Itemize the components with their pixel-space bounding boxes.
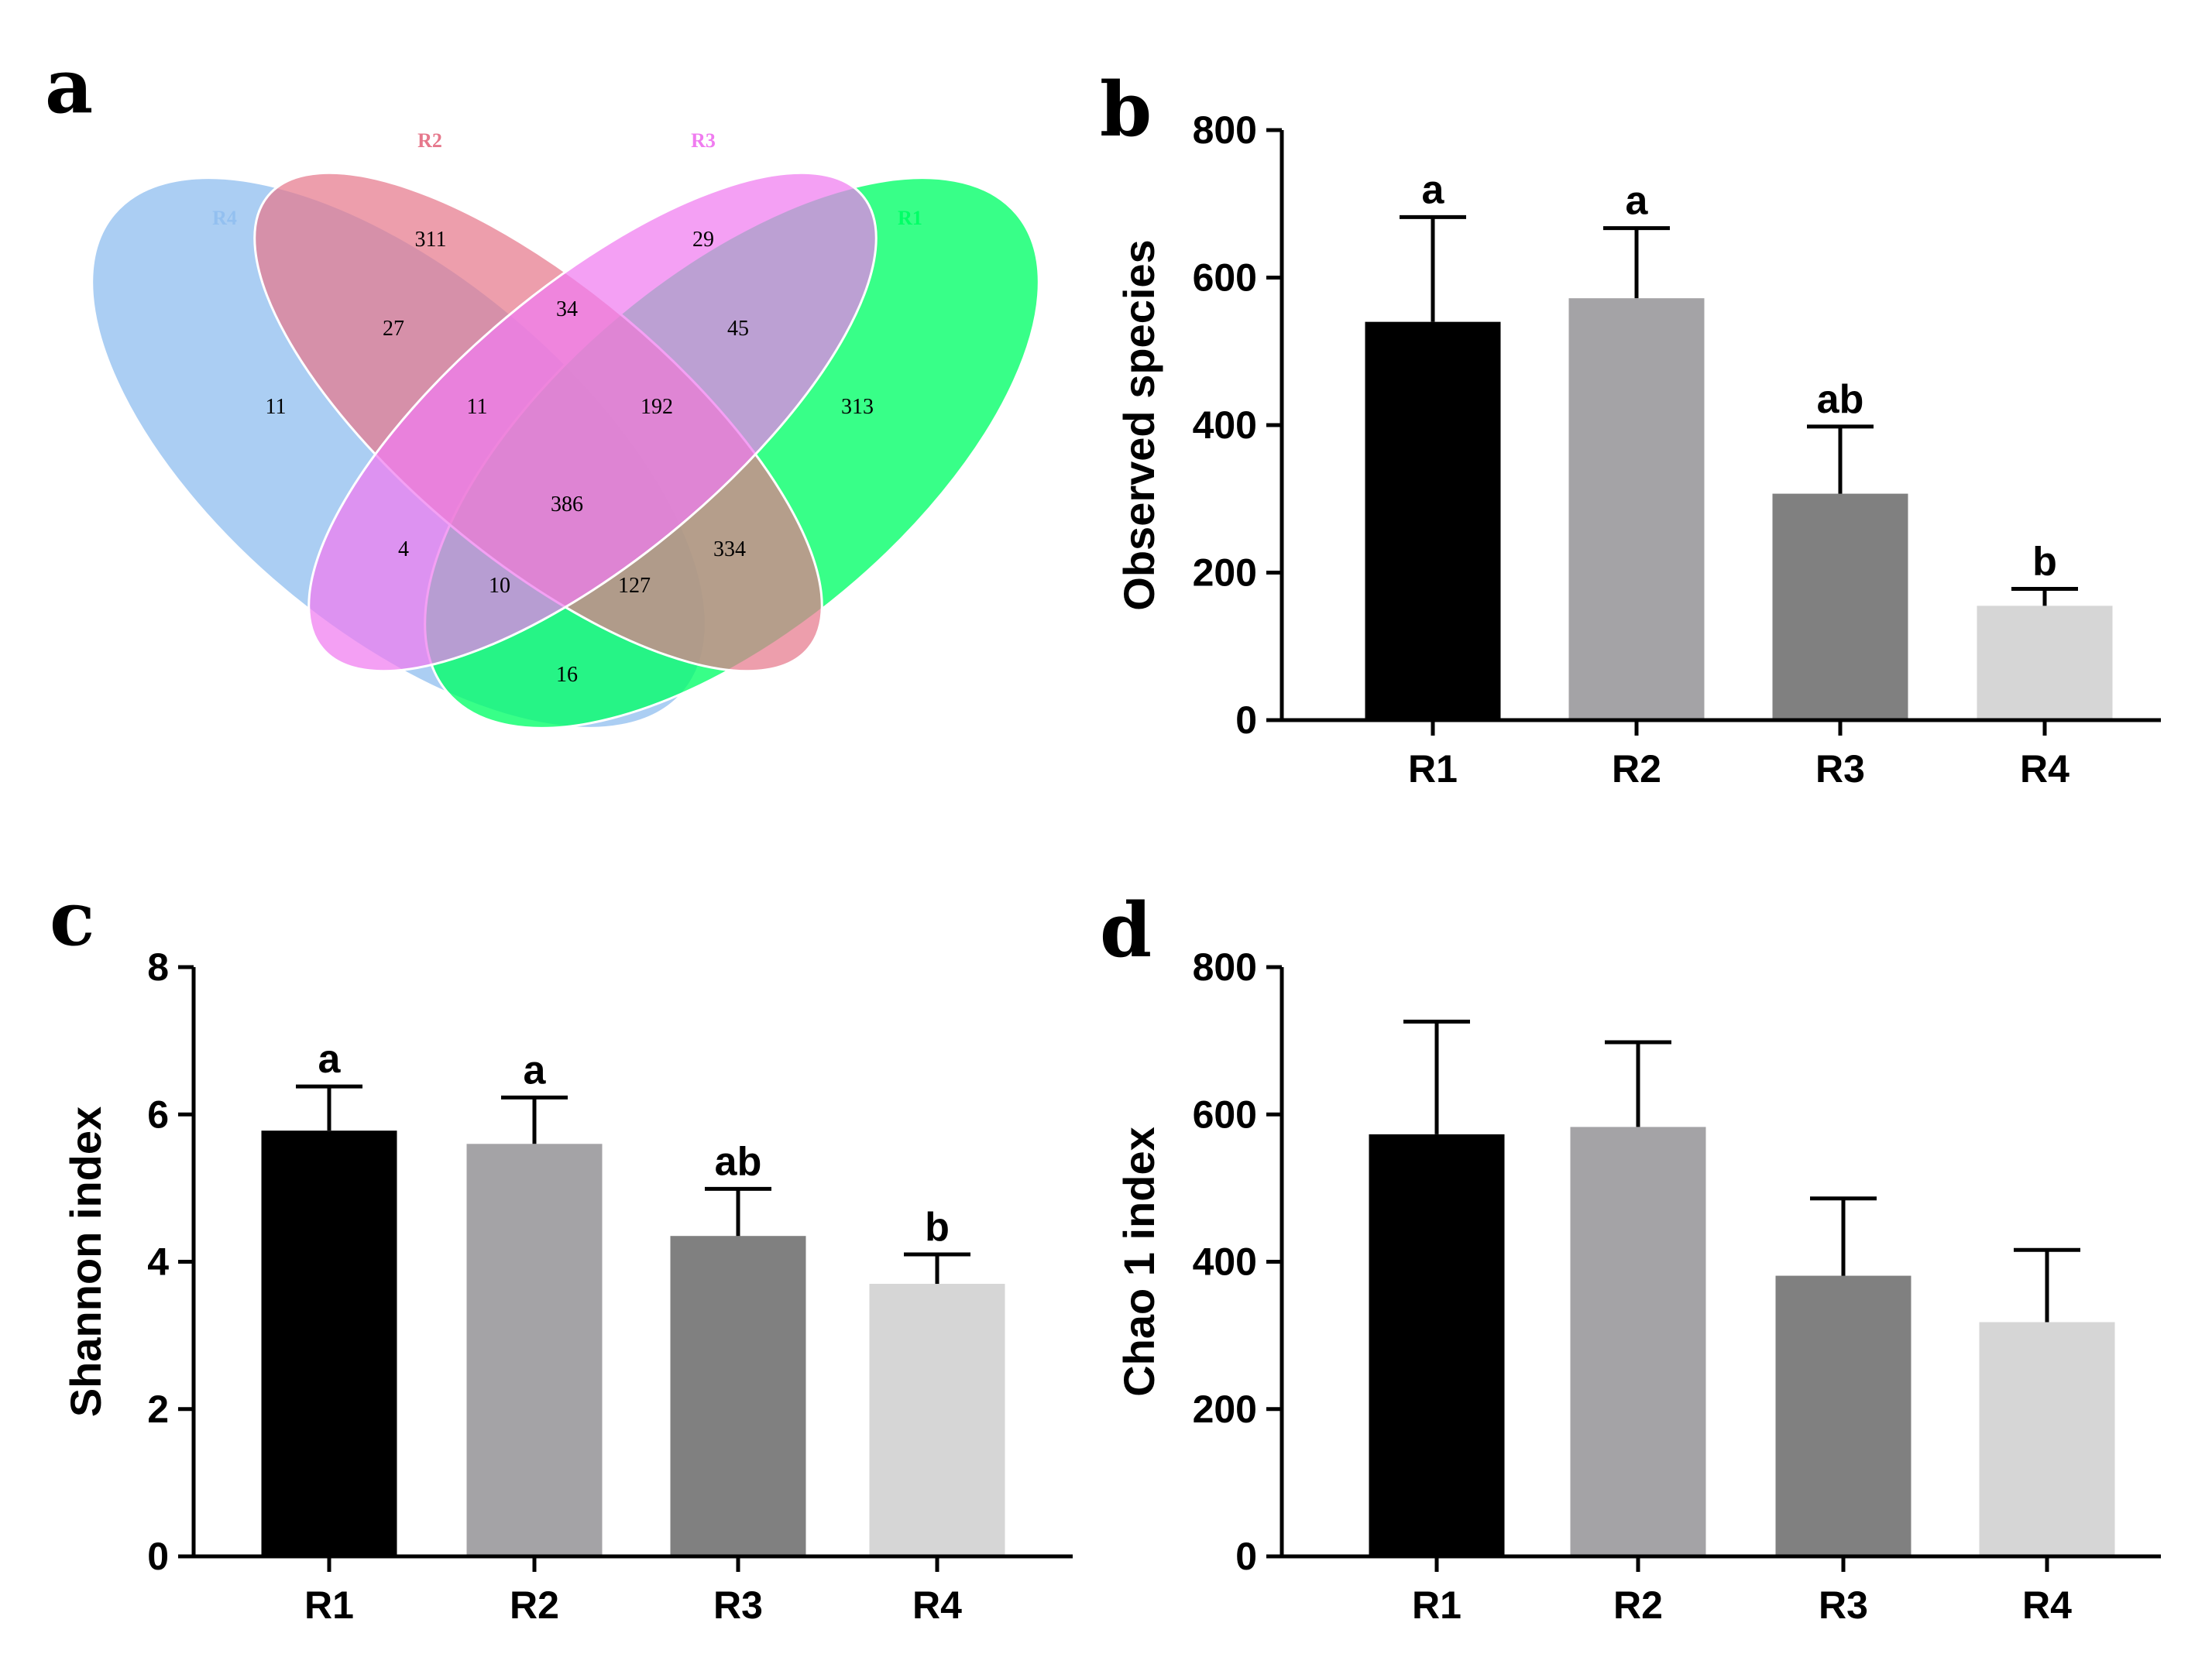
chart-observed-species: a R1 a R2 ab R3 b R4 0 200 400 600 800 Observed speci… — [1115, 108, 2161, 791]
y-axis-title: Shannon index — [61, 1106, 110, 1417]
y-tick-label: 600 — [1193, 256, 1257, 300]
venn-count-r4: 11 — [266, 395, 287, 419]
y-tick-label: 6 — [147, 1093, 169, 1136]
venn-ellipses — [91, 171, 1040, 729]
significance-label-r3: ab — [715, 1139, 762, 1184]
venn-count-r1-r2-r3: 192 — [641, 395, 673, 419]
venn-count-r1: 313 — [841, 395, 874, 419]
significance-label-r4: b — [2032, 539, 2057, 584]
significance-label-r1: a — [1422, 167, 1445, 212]
venn-count-r3-r4: 4 — [398, 537, 409, 561]
bar-r1 — [1369, 1134, 1505, 1556]
venn-count-r1-r2-r4: 127 — [618, 574, 651, 598]
venn-count-r2-r4: 27 — [383, 317, 404, 341]
x-tick-label-r4: R4 — [912, 1583, 962, 1627]
panel-letter-c: c — [50, 875, 94, 962]
bar-r2 — [1570, 1127, 1706, 1556]
significance-label-r2: a — [524, 1048, 547, 1093]
significance-label-r3: ab — [1817, 377, 1864, 422]
y-tick-label: 800 — [1193, 108, 1257, 152]
significance-label-r2: a — [1626, 179, 1649, 224]
venn-count-r2: 311 — [415, 228, 447, 252]
venn-set-label-r4: R4 — [212, 207, 237, 229]
bar-r2 — [1568, 298, 1705, 720]
bar-r4 — [869, 1284, 1005, 1556]
y-tick-label: 600 — [1193, 1093, 1257, 1136]
y-tick-label: 0 — [147, 1535, 169, 1578]
venn-set-label-r1: R1 — [898, 207, 922, 229]
y-tick-label: 8 — [147, 945, 169, 989]
y-tick-label: 0 — [1235, 698, 1257, 742]
bar-r1 — [1365, 321, 1501, 720]
panel-letter-a: a — [45, 43, 93, 130]
venn-diagram: R2 R3 R4 R1 11 311 29 313 27 34 45 11 19… — [91, 129, 1040, 729]
significance-label-r1: a — [318, 1037, 342, 1082]
x-tick-label-r4: R4 — [2020, 747, 2069, 791]
bar-r3 — [1772, 493, 1908, 720]
bar-r2 — [466, 1144, 603, 1556]
bar-r3 — [1775, 1275, 1911, 1556]
y-tick-label: 400 — [1193, 403, 1257, 447]
y-tick-label: 0 — [1235, 1535, 1257, 1578]
venn-count-r2-r3: 34 — [556, 297, 578, 321]
venn-count-r2-r3-r4: 11 — [467, 395, 488, 419]
y-tick-label: 200 — [1193, 1388, 1257, 1431]
venn-count-r1-r2: 334 — [713, 537, 746, 561]
venn-count-r1-r4: 16 — [556, 663, 578, 687]
x-tick-label-r4: R4 — [2022, 1583, 2072, 1627]
bar-r3 — [670, 1236, 806, 1556]
x-tick-label-r3: R3 — [1815, 747, 1865, 791]
x-tick-label-r1: R1 — [1408, 747, 1458, 791]
venn-count-r1-r3-r4: 10 — [489, 574, 510, 598]
chart-chao1-index: R1 R2 R3 R4 0 200 400 600 800 Chao 1 index — [1115, 945, 2161, 1627]
bar-r1 — [261, 1130, 397, 1556]
y-tick-label: 400 — [1193, 1240, 1257, 1284]
x-tick-label-r2: R2 — [510, 1583, 559, 1627]
y-axis-title: Observed species — [1115, 239, 1163, 610]
y-tick-label: 800 — [1193, 945, 1257, 989]
venn-count-r3: 29 — [692, 228, 714, 252]
y-tick-label: 4 — [147, 1240, 169, 1284]
y-tick-label: 2 — [147, 1388, 169, 1431]
panel-letter-d: d — [1100, 887, 1152, 974]
venn-count-r1-r3: 45 — [727, 317, 749, 341]
significance-label-r4: b — [925, 1205, 950, 1250]
x-tick-label-r3: R3 — [713, 1583, 763, 1627]
venn-set-label-r3: R3 — [691, 129, 716, 152]
x-tick-label-r2: R2 — [1612, 747, 1661, 791]
venn-set-r3 — [307, 171, 878, 673]
x-tick-label-r1: R1 — [304, 1583, 354, 1627]
venn-count-all: 386 — [551, 492, 583, 516]
x-tick-label-r3: R3 — [1819, 1583, 1868, 1627]
x-tick-label-r1: R1 — [1412, 1583, 1462, 1627]
venn-set-label-r2: R2 — [417, 129, 442, 152]
chart-shannon-index: a R1 a R2 ab R3 b R4 0 2 4 6 8 Shannon index — [61, 945, 1073, 1627]
y-axis-title: Chao 1 index — [1115, 1127, 1163, 1397]
y-tick-label: 200 — [1193, 551, 1257, 595]
bar-r4 — [1979, 1322, 2115, 1556]
bar-r4 — [1977, 606, 2113, 720]
x-tick-label-r2: R2 — [1613, 1583, 1663, 1627]
panel-letter-b: b — [1100, 66, 1152, 153]
